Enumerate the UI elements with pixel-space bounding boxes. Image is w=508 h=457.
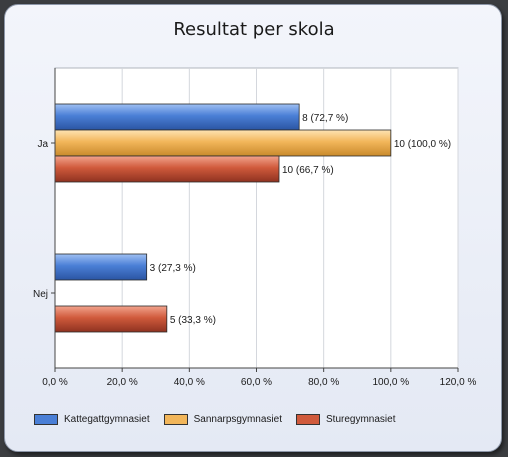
chart-title: Resultat per skola (173, 19, 335, 40)
data-label: 8 (72,7 %) (302, 113, 348, 124)
bar (54, 155, 280, 183)
legend-swatch-kattegatt (34, 413, 58, 425)
x-tick-label: 20,0 % (107, 377, 138, 388)
bar (54, 129, 392, 157)
legend-item: Sannarpsgymnasiet (163, 413, 282, 425)
legend-item: Kattegattgymnasiet (34, 413, 150, 425)
bar (54, 253, 148, 281)
bars: 8 (72,7 %) 10 (100,0 %) 10 (66,7 %) 3 (27,3… (54, 103, 451, 333)
legend-label: Kattegattgymnasiet (64, 413, 150, 425)
legend-label: Sturegymnasiet (326, 413, 396, 425)
x-tick-label: 0,0 % (42, 377, 68, 388)
bar-chart: 8 (72,7 %) 10 (100,0 %) 10 (66,7 %) 3 (27,3… (33, 67, 476, 388)
data-label: 5 (33,3 %) (170, 315, 216, 326)
y-tick-label: Ja (37, 139, 48, 150)
legend-label: Sannarpsgymnasiet (193, 413, 282, 425)
y-tick-label: Nej (33, 289, 48, 300)
x-tick-label: 80,0 % (308, 377, 339, 388)
bar (54, 103, 300, 131)
bar (54, 305, 168, 333)
legend: Kattegattgymnasiet Sannarpsgymnasiet Stu… (34, 411, 409, 427)
legend-swatch-sture (296, 413, 320, 425)
x-tick-label: 60,0 % (241, 377, 272, 388)
legend-item: Sturegymnasiet (296, 413, 396, 425)
x-tick-label: 120,0 % (440, 377, 477, 388)
x-tick-label: 100,0 % (372, 377, 409, 388)
legend-swatch-sannarp (163, 413, 188, 425)
data-label: 10 (100,0 %) (394, 139, 451, 150)
data-label: 3 (27,3 %) (150, 263, 196, 274)
x-tick-label: 40,0 % (174, 377, 205, 388)
data-label: 10 (66,7 %) (282, 165, 334, 176)
axes: 0,0 % 20,0 % 40,0 % 60,0 % 80,0 % 100,0 % 120,… (33, 68, 476, 388)
